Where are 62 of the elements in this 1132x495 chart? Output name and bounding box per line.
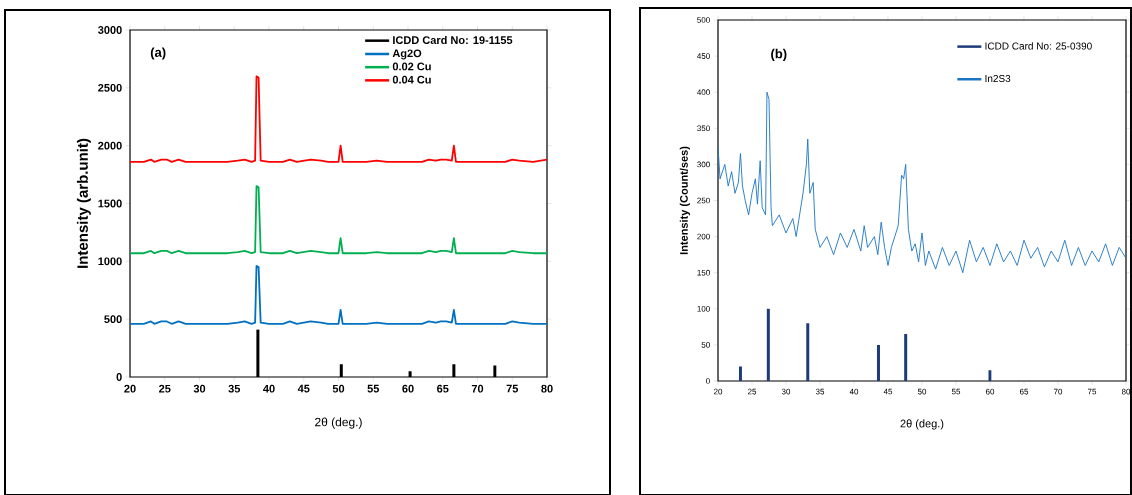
- x-tick-label: 80: [1121, 388, 1131, 395]
- y-tick-label: 0: [706, 378, 710, 384]
- x-tick-label: 60: [985, 388, 995, 395]
- bar: [806, 323, 810, 381]
- bar: [766, 308, 770, 381]
- legend-label: ICDD Card No: 19-1155: [393, 35, 513, 45]
- bar: [738, 366, 742, 381]
- y-axis-title: Intensity (arb.unit): [76, 138, 91, 268]
- x-tick-label: 25: [159, 384, 171, 393]
- x-tick-label: 30: [193, 384, 206, 393]
- annotation: (b): [771, 48, 787, 61]
- y-tick-label: 250: [697, 197, 710, 204]
- x-tick-label: 75: [1087, 388, 1097, 395]
- annotation: (a): [150, 47, 166, 60]
- x-tick-label: 20: [713, 388, 723, 395]
- x-tick-label: 70: [1053, 388, 1063, 395]
- y-tick-label: 500: [697, 17, 710, 23]
- y-tick-label: 1000: [98, 257, 122, 266]
- x-tick-label: 40: [849, 388, 859, 395]
- y-tick-label: 300: [697, 161, 710, 168]
- x-axis-title: 2θ (deg.): [900, 419, 944, 430]
- y-tick-label: 350: [697, 125, 710, 132]
- x-tick-label: 20: [124, 384, 136, 393]
- y-tick-label: 2500: [98, 83, 122, 92]
- legend-label: ICDD Card No: 25-0390: [985, 42, 1092, 50]
- x-tick-label: 35: [815, 388, 825, 395]
- y-tick-label: 100: [697, 305, 710, 312]
- x-tick-label: 65: [437, 384, 449, 393]
- x-axis-title: 2θ (deg.): [315, 417, 362, 429]
- x-tick-label: 45: [297, 384, 310, 393]
- x-tick-label: 75: [506, 384, 519, 393]
- x-tick-label: 50: [917, 388, 927, 395]
- y-tick-label: 2000: [98, 141, 122, 150]
- x-tick-label: 70: [471, 384, 484, 393]
- y-tick-label: 450: [697, 53, 710, 59]
- y-tick-label: 3000: [97, 26, 122, 34]
- y-axis-title: Intensity (Count/ses): [679, 146, 690, 255]
- y-tick-label: 150: [697, 269, 710, 276]
- legend-label: Ag2O: [392, 49, 422, 60]
- legend-label: 0.04 Cu: [392, 75, 431, 84]
- legend-label: In2S3: [985, 74, 1011, 83]
- bar: [988, 370, 992, 381]
- x-tick-label: 50: [332, 384, 345, 393]
- y-tick-label: 50: [701, 342, 710, 348]
- x-tick-label: 45: [883, 388, 893, 395]
- y-tick-label: 1500: [98, 199, 122, 208]
- x-tick-label: 80: [541, 384, 553, 393]
- y-tick-label: 0: [116, 373, 122, 381]
- x-tick-label: 55: [951, 388, 961, 395]
- x-tick-label: 55: [367, 384, 380, 393]
- x-tick-label: 25: [747, 388, 757, 395]
- x-tick-label: 30: [781, 388, 791, 395]
- bar: [904, 334, 908, 381]
- x-tick-label: 40: [263, 384, 275, 393]
- x-tick-label: 35: [228, 384, 241, 393]
- y-tick-label: 400: [697, 89, 710, 96]
- y-tick-label: 500: [104, 315, 122, 324]
- bar: [876, 344, 880, 381]
- x-tick-label: 65: [1019, 388, 1029, 395]
- legend-label: 0.02 Cu: [392, 62, 431, 71]
- y-tick-label: 200: [697, 233, 710, 240]
- x-tick-label: 60: [402, 384, 414, 393]
